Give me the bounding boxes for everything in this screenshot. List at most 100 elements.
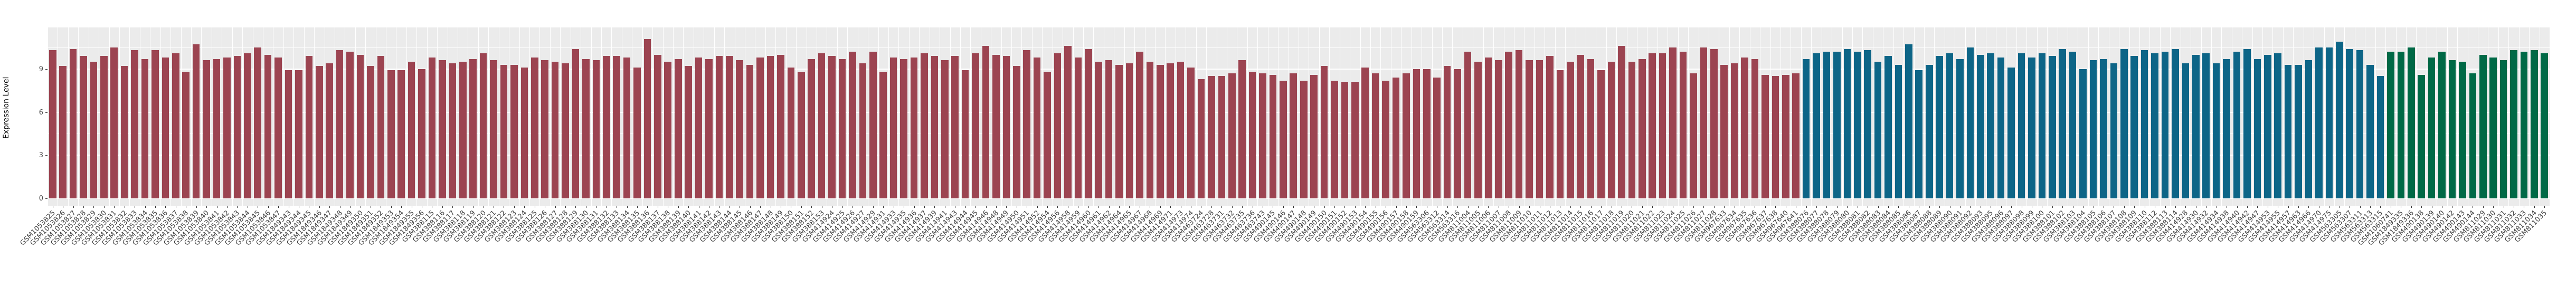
bar-GSM811012 bbox=[1546, 56, 1554, 198]
bar-GSM414971 bbox=[1167, 63, 1174, 198]
bar-GSM1053838 bbox=[182, 72, 190, 198]
x-tick bbox=[2052, 206, 2053, 208]
gridline-vertical bbox=[1852, 27, 1853, 206]
bar-GSM1849336 bbox=[2407, 47, 2415, 198]
gridline-vertical bbox=[2221, 27, 2222, 206]
x-tick bbox=[914, 206, 915, 208]
gridline-vertical bbox=[2447, 27, 2448, 206]
bar-GSM463724 bbox=[1197, 79, 1205, 198]
gridline-vertical bbox=[591, 27, 592, 206]
x-tick bbox=[1355, 206, 1356, 208]
gridline-vertical bbox=[2529, 27, 2530, 206]
bar-GSM811011 bbox=[1536, 60, 1543, 198]
bar-GSM388093 bbox=[1977, 54, 1984, 198]
bar-GSM811034 bbox=[2531, 50, 2538, 198]
gridline-vertical bbox=[78, 27, 79, 206]
bar-GSM1053825 bbox=[49, 50, 56, 198]
bar-GSM1053827 bbox=[69, 49, 77, 198]
gridline-vertical bbox=[724, 27, 725, 206]
bar-GSM388125 bbox=[531, 57, 538, 198]
gridline-vertical bbox=[437, 27, 438, 206]
bar-GSM490147 bbox=[1290, 73, 1298, 198]
gridline-vertical bbox=[2283, 27, 2284, 206]
bar-GSM388097 bbox=[2007, 68, 2015, 198]
bar-GSM1053831 bbox=[110, 47, 118, 198]
bar-GSM414952 bbox=[1033, 57, 1041, 198]
bar-GSM388118 bbox=[459, 62, 467, 198]
x-tick bbox=[1590, 206, 1592, 208]
bar-GSM490155 bbox=[1371, 73, 1379, 198]
bar-GSM811023 bbox=[1659, 53, 1666, 198]
bar-GSM388107 bbox=[2110, 63, 2118, 198]
x-tick bbox=[93, 206, 94, 208]
bar-GSM414945 bbox=[972, 53, 979, 198]
bar-GSM1849354 bbox=[397, 70, 405, 198]
bar-GSM388123 bbox=[510, 64, 518, 198]
gridline-vertical bbox=[1811, 27, 1812, 206]
bar-GSM490151 bbox=[1331, 80, 1338, 198]
gridline-vertical bbox=[652, 27, 654, 206]
gridline-vertical bbox=[908, 27, 910, 206]
gridline-vertical bbox=[1206, 27, 1207, 206]
bar-GSM414933 bbox=[889, 57, 897, 198]
bar-GSM563306 bbox=[1423, 69, 1431, 198]
gridline-vertical bbox=[1021, 27, 1022, 206]
bar-GSM1053830 bbox=[100, 56, 108, 198]
bar-GSM388100 bbox=[2038, 53, 2046, 198]
gridline-vertical bbox=[2395, 27, 2397, 206]
gridline-vertical bbox=[1155, 27, 1156, 206]
gridline-vertical bbox=[2149, 27, 2151, 206]
bar-GSM388126 bbox=[541, 60, 548, 198]
x-tick bbox=[1396, 206, 1397, 208]
bar-GSM463732 bbox=[1228, 73, 1236, 198]
bar-GSM414974 bbox=[1187, 68, 1195, 198]
gridline-vertical bbox=[2344, 27, 2345, 206]
bar-GSM388090 bbox=[1946, 53, 1954, 198]
bar-GSM388089 bbox=[1936, 56, 1943, 198]
x-tick bbox=[1478, 206, 1479, 208]
gridline-vertical bbox=[365, 27, 366, 206]
bar-GSM414956 bbox=[1054, 53, 1062, 198]
gridline-vertical bbox=[406, 27, 407, 206]
x-tick bbox=[2257, 206, 2258, 208]
bar-GSM388132 bbox=[602, 56, 610, 198]
x-tick bbox=[1765, 206, 1766, 208]
gridline-vertical bbox=[1493, 27, 1494, 206]
bar-GSM388109 bbox=[2130, 56, 2138, 198]
x-tick bbox=[1888, 206, 1889, 208]
bar-GSM811019 bbox=[1618, 46, 1625, 198]
x-tick bbox=[1293, 206, 1294, 208]
x-tick bbox=[524, 206, 525, 208]
bar-GSM388138 bbox=[664, 62, 672, 198]
bar-GSM414929 bbox=[869, 52, 877, 198]
gridline-vertical bbox=[2139, 27, 2140, 206]
bar-GSM414959 bbox=[1074, 57, 1082, 198]
bar-GSM811026 bbox=[1690, 73, 1697, 198]
gridline-vertical bbox=[201, 27, 202, 206]
bar-GSM414932 bbox=[2202, 53, 2210, 198]
bar-GSM463735 bbox=[1238, 60, 1246, 198]
x-tick bbox=[73, 206, 74, 208]
bar-GSM490157 bbox=[1392, 78, 1400, 198]
gridline-vertical bbox=[2170, 27, 2171, 206]
x-tick bbox=[1929, 206, 1930, 208]
gridline-vertical bbox=[714, 27, 715, 206]
gridline-vertical bbox=[1001, 27, 1002, 206]
bar-GSM967640 bbox=[1782, 74, 1789, 198]
bar-GSM811017 bbox=[1597, 70, 1605, 198]
x-tick bbox=[1242, 206, 1243, 208]
x-tick bbox=[1221, 206, 1223, 208]
bar-GSM1849351 bbox=[367, 66, 374, 198]
bar-GSM414948 bbox=[992, 54, 1000, 198]
bar-GSM414937 bbox=[921, 53, 928, 198]
x-tick bbox=[1160, 206, 1161, 208]
gridline-vertical bbox=[1083, 27, 1084, 206]
gridline-vertical bbox=[1975, 27, 1976, 206]
x-tick bbox=[811, 206, 812, 208]
gridline-vertical bbox=[1380, 27, 1381, 206]
bar-GSM388133 bbox=[613, 56, 620, 198]
bar-GSM1053833 bbox=[131, 50, 138, 198]
x-tick bbox=[1970, 206, 1971, 208]
bar-GSM414951 bbox=[1023, 50, 1030, 198]
bar-GSM388120 bbox=[479, 53, 487, 198]
